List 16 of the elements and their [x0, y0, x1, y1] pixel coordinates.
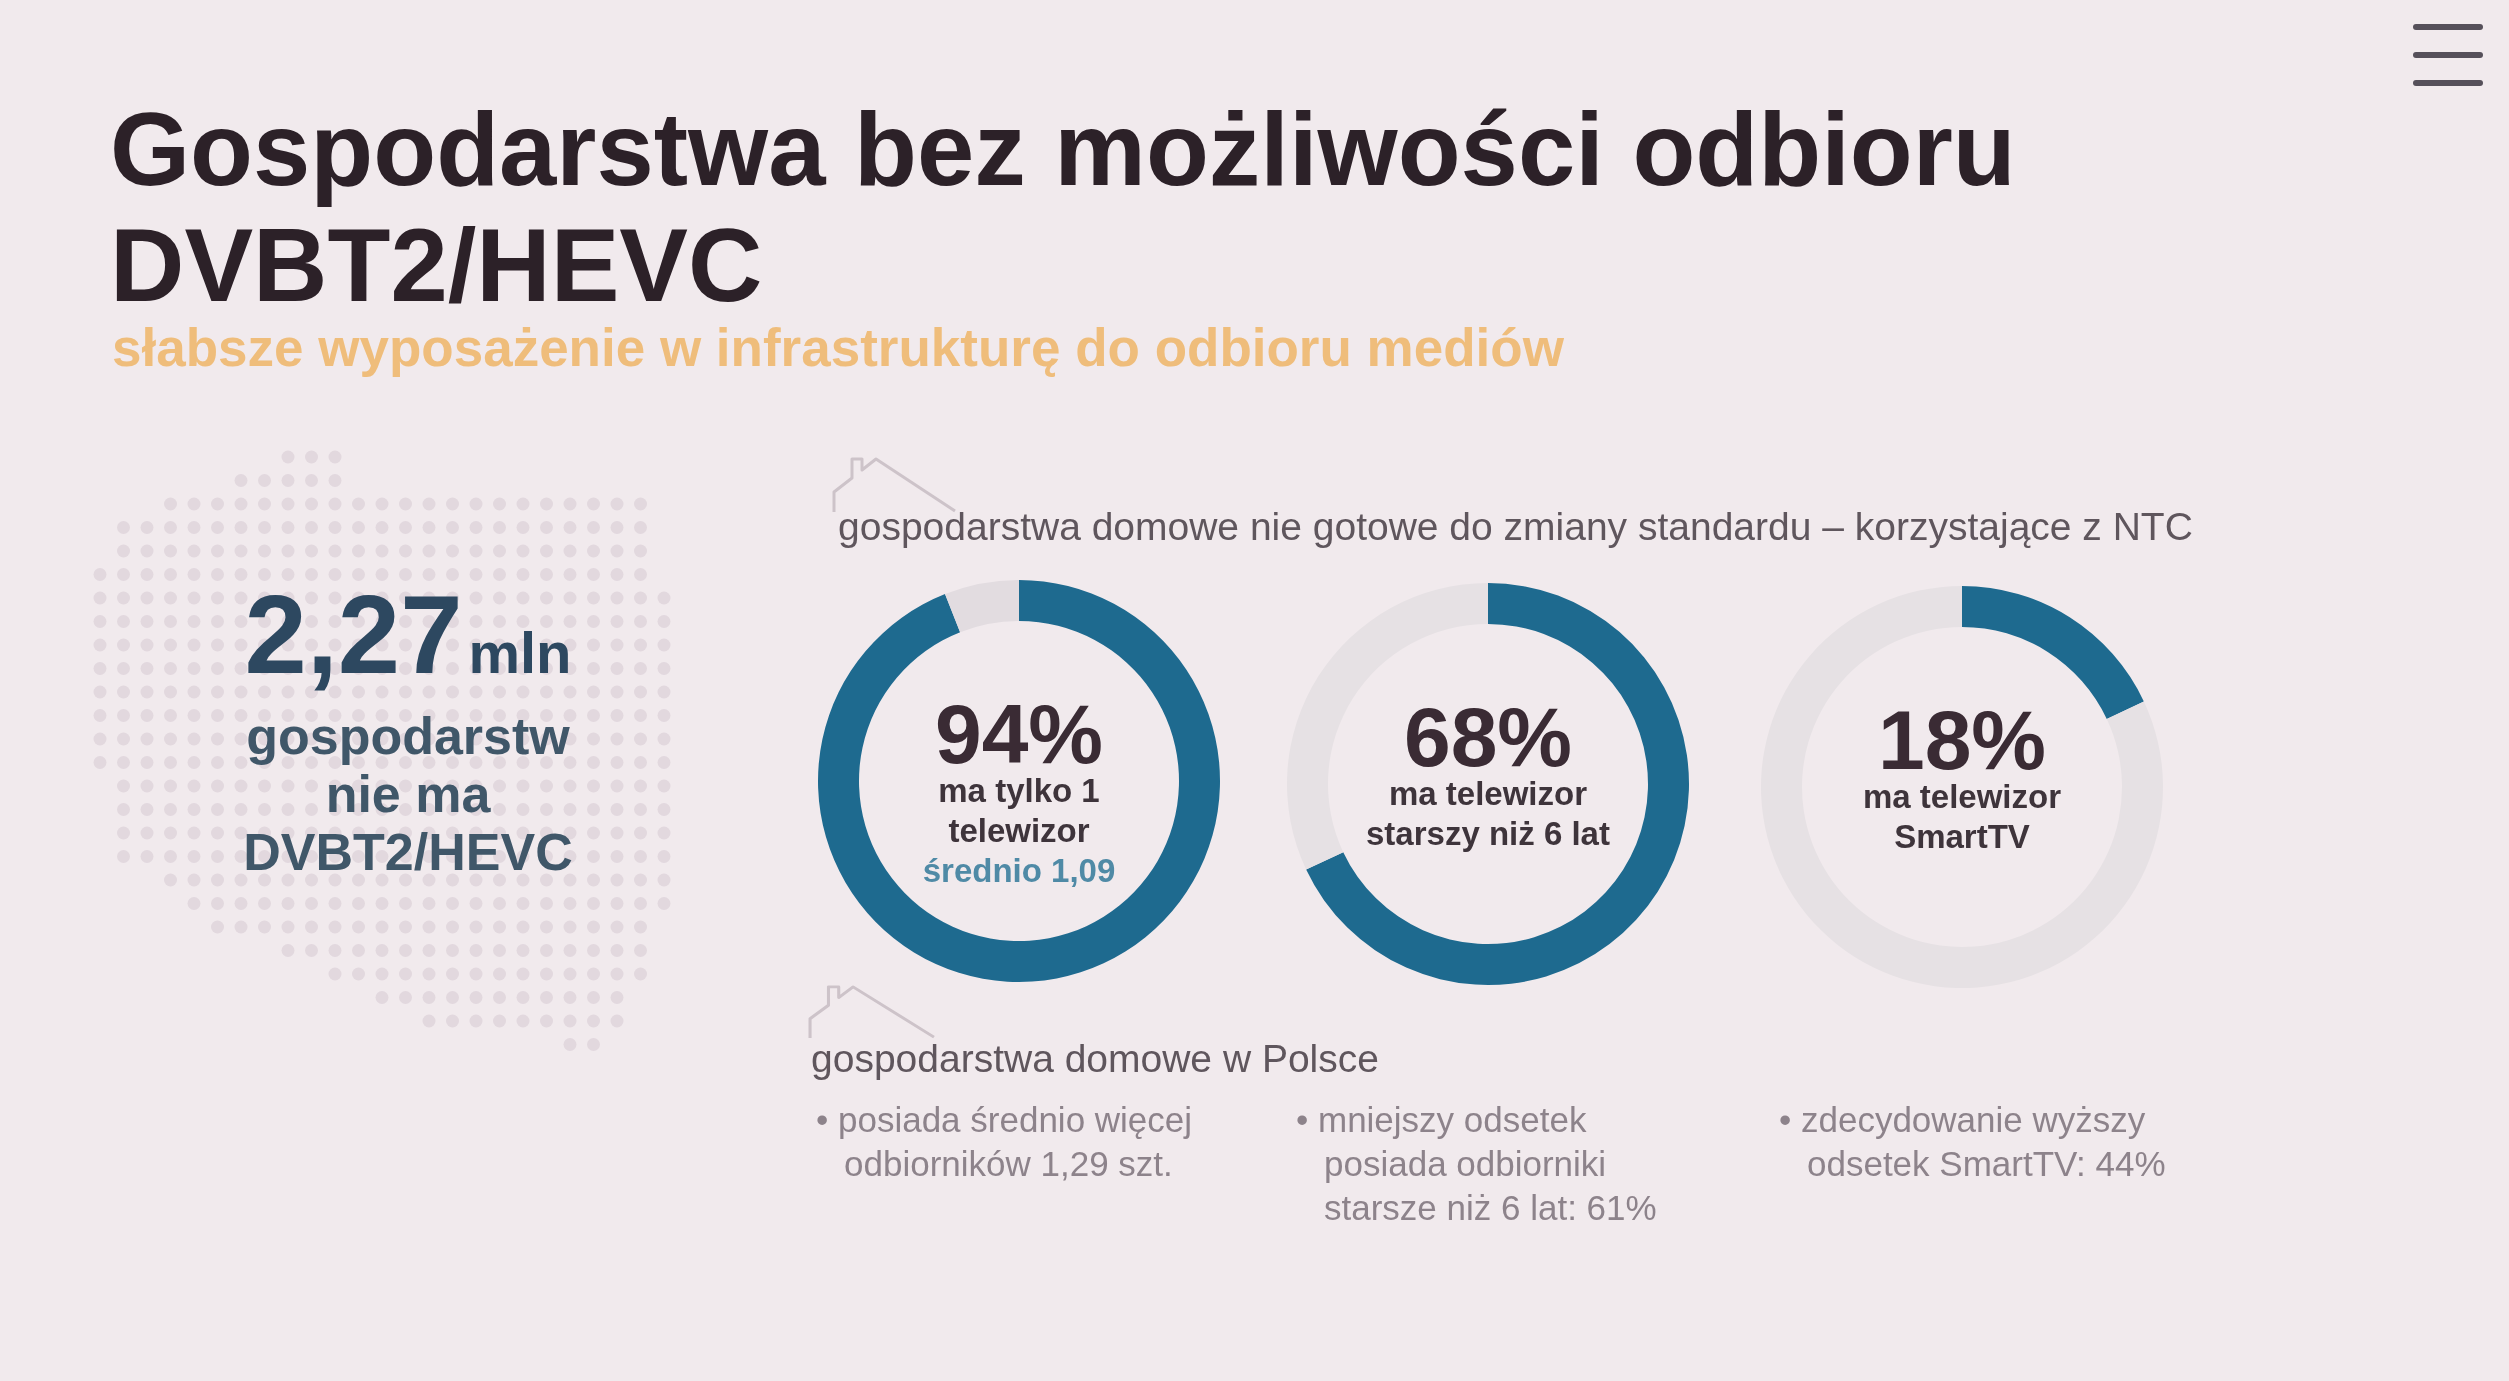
text: • posiada średnio więcej odbiorników 1,29 szt. [816, 1099, 1194, 1185]
donut-slice [1306, 583, 1689, 985]
text: ma telewizor SmartTV [1861, 777, 2063, 857]
text: gospodarstw nie ma DVBT2/HEVC [242, 707, 574, 881]
text: ma telewizor starszy niż 6 lat [1365, 774, 1611, 854]
donut-slice [1761, 586, 2163, 988]
text: • mniejszy odsetek posiada odbiorniki starsze niż 6 lat: 61% [1296, 1099, 1658, 1229]
text: ma tylko 1 telewizor [937, 771, 1101, 851]
donut-slice [818, 580, 1220, 982]
donut-slice [945, 580, 1019, 633]
text: gospodarstwa domowe nie gotowe do zmiany standardu – korzystające z NTC [838, 504, 2193, 550]
text: • zdecydowanie wyższy odsetek SmartTV: 44% [1779, 1099, 2167, 1185]
text: 2,27 [244, 572, 463, 697]
text: mln [468, 620, 572, 685]
text: średnio 1,09 [921, 851, 1117, 891]
text: gospodarstwa domowe w Polsce [811, 1036, 1379, 1082]
